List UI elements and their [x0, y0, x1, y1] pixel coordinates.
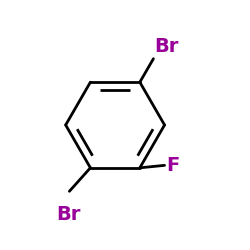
Text: Br: Br: [155, 37, 179, 56]
Text: Br: Br: [56, 205, 80, 224]
Text: F: F: [166, 156, 179, 175]
